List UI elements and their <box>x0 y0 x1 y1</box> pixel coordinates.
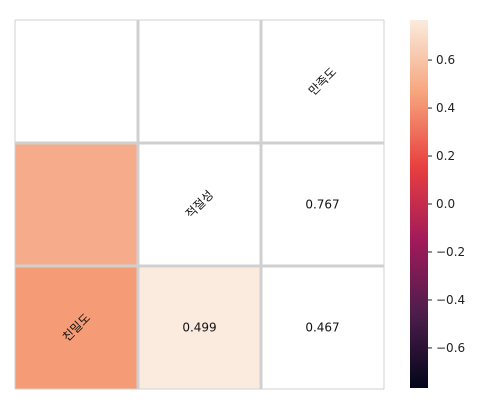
colorbar-tick-label: 0.4 <box>436 101 455 115</box>
heatmap-cell-r0c1 <box>138 20 261 143</box>
cell-value-label: 0.767 <box>305 198 339 212</box>
colorbar-tick-label: −0.2 <box>436 245 465 259</box>
heatmap-cell-r2c1 <box>138 266 261 389</box>
cell-value-label: 0.499 <box>182 321 216 335</box>
heatmap-cell-r2c2 <box>261 266 384 389</box>
heatmap-cell-r2c0 <box>15 266 138 389</box>
heatmap-cell-r1c2 <box>261 143 384 266</box>
heatmap-grid <box>14 19 385 390</box>
heatmap-cell-r0c0 <box>15 20 138 143</box>
colorbar-gradient <box>410 20 428 388</box>
colorbar-tick-label: −0.4 <box>436 293 465 307</box>
cell-value-label: 0.467 <box>305 321 339 335</box>
colorbar-tick-label: 0.6 <box>436 53 455 67</box>
heatmap-cell-r1c0 <box>15 143 138 266</box>
colorbar-tick-label: 0.0 <box>436 197 455 211</box>
heatmap-cell-r0c2 <box>261 20 384 143</box>
heatmap-cell-r1c1 <box>138 143 261 266</box>
colorbar-tick-label: 0.2 <box>436 149 455 163</box>
colorbar: 0.6 0.4 0.2 0.0 −0.2 −0.4 −0.6 <box>410 20 465 388</box>
heatmap-cells <box>15 20 384 389</box>
colorbar-tick-label: −0.6 <box>436 341 465 355</box>
